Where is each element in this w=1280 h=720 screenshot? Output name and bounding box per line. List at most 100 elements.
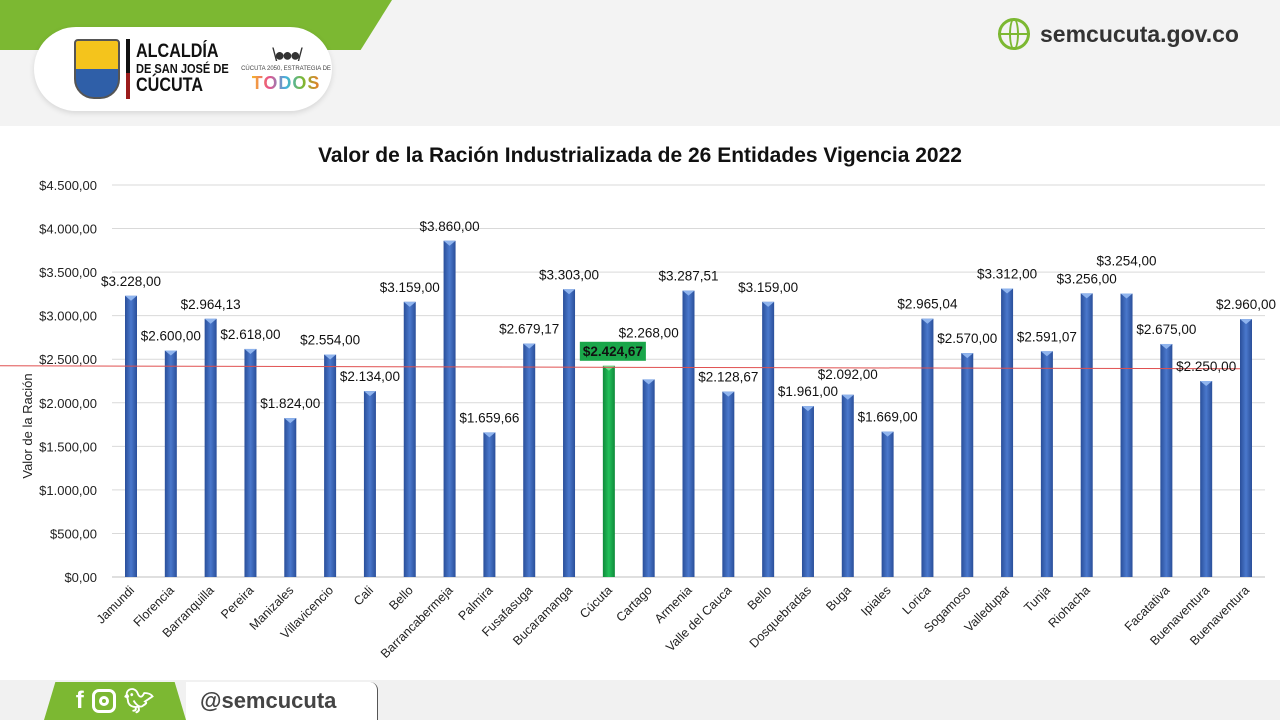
y-tick-label: $0,00 <box>64 570 97 585</box>
data-label: $3.228,00 <box>101 274 161 289</box>
x-tick-label: Buga <box>823 583 854 614</box>
bar <box>164 350 177 577</box>
data-label: $3.159,00 <box>738 280 798 295</box>
bar-cap <box>363 391 376 397</box>
x-tick-label: Cartago <box>613 583 654 624</box>
alcaldia-logo: ALCALDÍA DE SAN JOSÉ DE CÚCUTA \●●●/ CÚC… <box>34 27 332 111</box>
data-label: $2.424,67 <box>583 344 643 359</box>
bar <box>642 379 655 577</box>
website-link[interactable]: semcucuta.gov.co <box>998 18 1239 50</box>
data-label: $2.600,00 <box>141 329 201 344</box>
people-icon: \●●●/ <box>272 45 303 65</box>
bar <box>1080 293 1093 577</box>
todos-logo: \●●●/ CÚCUTA 2050, ESTRATEGIA DE TODOS <box>241 45 331 93</box>
social-icons: f 🐦︎ <box>44 682 186 720</box>
data-label: $2.965,04 <box>897 297 958 312</box>
data-label: $3.303,00 <box>539 267 599 282</box>
bar <box>801 406 814 577</box>
bar-cap <box>284 418 297 424</box>
bar-cap <box>722 391 735 397</box>
twitter-icon[interactable]: 🐦︎ <box>123 687 155 715</box>
bar <box>1240 319 1252 577</box>
facebook-icon[interactable]: f <box>75 687 84 714</box>
bar-cap <box>483 432 496 438</box>
y-tick-label: $2.500,00 <box>39 352 97 367</box>
data-label: $3.256,00 <box>1057 271 1117 286</box>
y-tick-label: $4.500,00 <box>39 178 97 193</box>
chart-area: Valor de la Ración Industrializada de 26… <box>0 126 1280 680</box>
bar-cap <box>921 318 934 324</box>
bar <box>881 431 894 577</box>
bar <box>722 391 735 577</box>
bar <box>443 240 456 578</box>
header: ALCALDÍA DE SAN JOSÉ DE CÚCUTA \●●●/ CÚC… <box>0 0 1280 126</box>
coat-of-arms-icon <box>74 39 120 99</box>
bar-cap <box>324 354 337 360</box>
bar <box>523 343 536 577</box>
data-label: $2.679,17 <box>499 322 559 337</box>
bar-cap <box>563 289 576 295</box>
bar-cap <box>961 353 974 359</box>
bar <box>363 391 376 577</box>
average-line <box>0 365 1241 370</box>
bar <box>1120 293 1133 577</box>
y-tick-label: $500,00 <box>50 526 97 541</box>
logo-line-2: DE SAN JOSÉ DE <box>136 61 229 76</box>
data-label: $1.659,66 <box>459 410 519 425</box>
x-tick-label: Tunja <box>1021 583 1053 615</box>
bar-cap <box>881 431 894 437</box>
bar-chart: Valor de la Ración Industrializada de 26… <box>0 144 1276 661</box>
slogan: CÚCUTA 2050, ESTRATEGIA DE <box>241 66 331 72</box>
data-label: $2.250,00 <box>1176 359 1236 374</box>
data-label: $2.960,00 <box>1216 297 1276 312</box>
bar <box>682 290 695 577</box>
bar-cap <box>164 350 177 356</box>
bar-cap <box>1120 293 1133 299</box>
data-label: $1.961,00 <box>778 384 838 399</box>
x-tick-label: Riohacha <box>1046 583 1093 630</box>
bar <box>483 432 496 577</box>
data-label: $2.268,00 <box>619 325 679 340</box>
bar-cap <box>1001 288 1014 294</box>
x-tick-label: Cali <box>351 583 376 608</box>
x-tick-label: Ipiales <box>858 583 893 618</box>
data-label: $3.860,00 <box>420 219 480 234</box>
data-label: $3.254,00 <box>1097 254 1157 269</box>
y-tick-label: $2.000,00 <box>39 396 97 411</box>
website-text: semcucuta.gov.co <box>1040 20 1239 47</box>
bar <box>204 318 217 577</box>
todos-brand: TODOS <box>251 73 321 93</box>
bar-cap <box>762 301 775 307</box>
globe-icon <box>998 18 1030 50</box>
bar-cap <box>443 240 456 246</box>
bar-cap <box>244 348 257 354</box>
y-tick-label: $1.000,00 <box>39 483 97 498</box>
bar-cap <box>125 295 137 301</box>
data-label: $2.618,00 <box>220 327 280 342</box>
bar-cap <box>801 406 814 412</box>
bar <box>1160 343 1173 577</box>
highlight-label-box <box>579 341 646 361</box>
x-tick-label: Bello <box>745 583 775 613</box>
bar <box>1040 351 1053 577</box>
bar <box>563 289 576 577</box>
social-handle[interactable]: @semcucuta <box>186 682 378 720</box>
bar-cap <box>642 379 655 385</box>
bar <box>602 365 615 577</box>
x-tick-label: Bello <box>386 583 416 613</box>
data-label: $3.287,51 <box>658 269 718 284</box>
bar <box>403 301 416 577</box>
data-label: $2.128,67 <box>698 370 758 385</box>
bar <box>1001 288 1014 577</box>
x-tick-label: Lorica <box>900 583 934 617</box>
data-label: $2.554,00 <box>300 333 360 348</box>
y-tick-label: $3.500,00 <box>39 265 97 280</box>
instagram-icon[interactable] <box>91 689 116 713</box>
alcaldia-wordmark: ALCALDÍA DE SAN JOSÉ DE CÚCUTA <box>136 42 229 96</box>
x-tick-label: Pereira <box>218 583 256 621</box>
bar <box>921 318 934 577</box>
bar <box>841 394 854 577</box>
data-label: $2.591,07 <box>1017 329 1077 344</box>
bar-cap <box>1040 351 1053 357</box>
data-label: $1.824,00 <box>260 396 320 411</box>
